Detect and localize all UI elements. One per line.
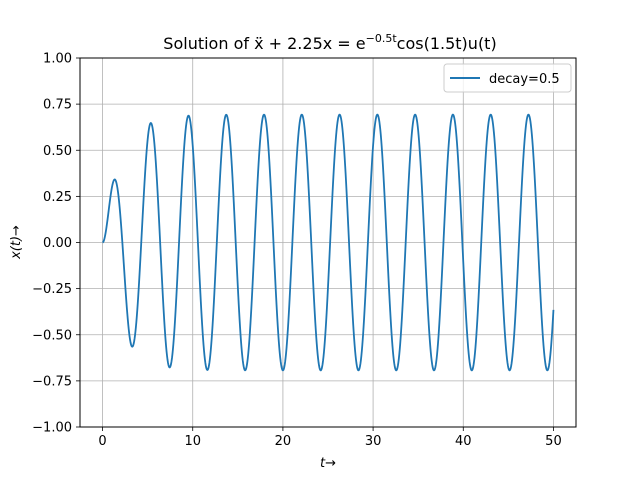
- y-tick-label: 0.00: [43, 236, 72, 251]
- y-tick-label: −0.75: [32, 374, 72, 389]
- x-axis-label: t→: [320, 456, 336, 471]
- x-tick-label: 40: [455, 434, 472, 449]
- legend-label: decay=0.5: [489, 72, 560, 87]
- x-tick-label: 20: [275, 434, 292, 449]
- y-tick-label: 1.00: [43, 52, 72, 67]
- y-tick-label: −0.50: [32, 328, 72, 343]
- legend: decay=0.5: [443, 63, 572, 93]
- x-tick-label: 50: [545, 434, 562, 449]
- y-axis-label: x(t)→: [9, 225, 24, 260]
- series-line: [102, 113, 555, 372]
- tick-layer: 0 10 20 30 40 50 −1.00 −0.75 −0.50 −0.25 0.00 0.25 0…: [32, 52, 562, 450]
- y-tick-label: −1.00: [32, 421, 72, 436]
- x-tick-label: 10: [184, 434, 201, 449]
- x-tick-label: 30: [365, 434, 382, 449]
- series-layer: [102, 113, 555, 372]
- y-tick-label: 0.50: [43, 144, 72, 159]
- legend-box: [443, 63, 572, 93]
- chart-title: Solution of ẍ + 2.25x = e−0.5tcos(1.5t)u…: [163, 32, 496, 53]
- y-tick-label: −0.25: [32, 282, 72, 297]
- x-tick-label: 0: [98, 434, 106, 449]
- y-tick-label: 0.25: [43, 190, 72, 205]
- y-tick-label: 0.75: [43, 98, 72, 113]
